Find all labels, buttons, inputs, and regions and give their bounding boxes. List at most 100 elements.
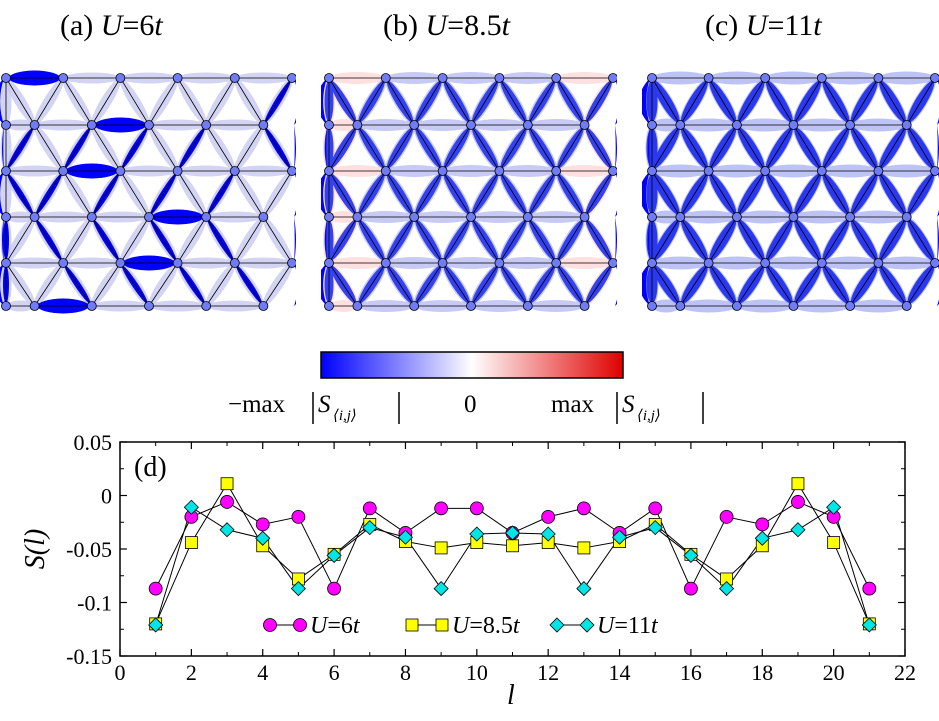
bond-line (470, 262, 500, 307)
data-point-series-3 (540, 526, 556, 542)
data-point-series-3 (290, 581, 306, 597)
bond-line (736, 262, 766, 307)
bond-line (651, 262, 681, 307)
lattice-site (675, 120, 686, 130)
lattice-site (466, 120, 476, 130)
edge-bond (294, 171, 296, 217)
lattice-site (466, 301, 476, 311)
bond-line (5, 262, 35, 307)
x-tick-label: 16 (680, 660, 702, 685)
data-point-series-3 (683, 547, 699, 563)
x-tick-label: 20 (823, 660, 845, 685)
bond-line (821, 124, 851, 172)
bond-line (357, 262, 387, 307)
lattice-site (816, 73, 827, 83)
edge-bond (615, 125, 617, 171)
lattice-site (494, 166, 505, 176)
chart-panel-label: (d) (134, 452, 167, 483)
bond-line (584, 77, 614, 126)
lattice-site (172, 166, 183, 176)
data-point-series-1 (220, 495, 234, 509)
x-axis-title: l (507, 680, 515, 711)
bond-line (328, 77, 358, 126)
lattice-site (551, 258, 562, 268)
bond-line (849, 216, 879, 264)
data-point-series-1 (791, 495, 805, 509)
bond-line (234, 262, 264, 307)
lattice-site (732, 120, 742, 130)
data-point-series-3 (397, 529, 414, 545)
bond-line (385, 124, 415, 172)
lattice-site (29, 301, 40, 311)
x-tick-label: 8 (400, 660, 411, 685)
bond-line (120, 170, 150, 218)
lattice-site (494, 73, 505, 83)
svg-text:S: S (318, 391, 331, 418)
bond-line (177, 262, 207, 307)
lattice-site (788, 120, 799, 130)
legend-marker (263, 618, 277, 632)
edge-bond (642, 78, 650, 125)
bond-line (555, 216, 585, 264)
lattice-site (732, 212, 742, 222)
bond-line (527, 216, 557, 264)
lattice-site (258, 301, 269, 311)
data-point-series-1 (719, 510, 734, 524)
bond-line (878, 124, 908, 172)
bond-line (148, 170, 178, 218)
x-tick-label: 18 (751, 660, 773, 685)
svg-text:S: S (622, 391, 635, 418)
data-point-series-3 (647, 520, 663, 536)
lattice-site (732, 301, 742, 311)
lattice-site (901, 212, 912, 222)
edge-bond (325, 125, 327, 171)
bond-line (555, 77, 585, 126)
bond-line (328, 262, 358, 307)
bond-line (205, 262, 236, 307)
edge-bond (648, 125, 650, 171)
lattice-site (258, 212, 269, 222)
bond-line (499, 124, 529, 172)
edge-bond (615, 217, 617, 263)
colorbar-right-label: max (551, 391, 595, 418)
lattice-panel-c (642, 71, 939, 313)
bond-line (527, 77, 557, 126)
lattice-site (579, 120, 590, 130)
bond-line (470, 170, 500, 218)
edge-bond (0, 171, 4, 217)
lattice-site (647, 166, 657, 176)
data-point-series-3 (790, 522, 806, 538)
bond-line (62, 124, 93, 172)
edge-bond (294, 263, 296, 306)
lattice-site (816, 258, 827, 268)
panel-title-a: (a) U=6t (60, 9, 163, 42)
bond-line (821, 216, 851, 264)
data-point-series-1 (684, 581, 698, 596)
lattice-site (579, 212, 590, 222)
lattice-site (437, 258, 448, 268)
lattice-site (352, 120, 363, 130)
panel-title-b: (b) U=8.5t (383, 9, 511, 42)
edge-bond (648, 217, 650, 263)
bond-line (906, 124, 936, 172)
data-point-series-1 (362, 501, 377, 516)
bond-line (736, 170, 766, 218)
lattice-site (703, 166, 714, 176)
lattice-site (324, 120, 334, 130)
bond-line (91, 77, 121, 126)
bond-line (120, 77, 150, 126)
lattice-site (466, 212, 476, 222)
lattice-site (608, 258, 617, 268)
lattice-site (930, 166, 939, 176)
bond-line (205, 124, 236, 172)
lattice-site (551, 166, 562, 176)
lattice-site (675, 301, 686, 311)
legend-marker (405, 618, 419, 632)
bond-line (821, 170, 851, 218)
lattice-site (647, 301, 657, 311)
bond-line (385, 262, 415, 307)
bond-line (679, 170, 709, 218)
lattice-site (144, 212, 154, 222)
lattice-site (409, 212, 420, 222)
